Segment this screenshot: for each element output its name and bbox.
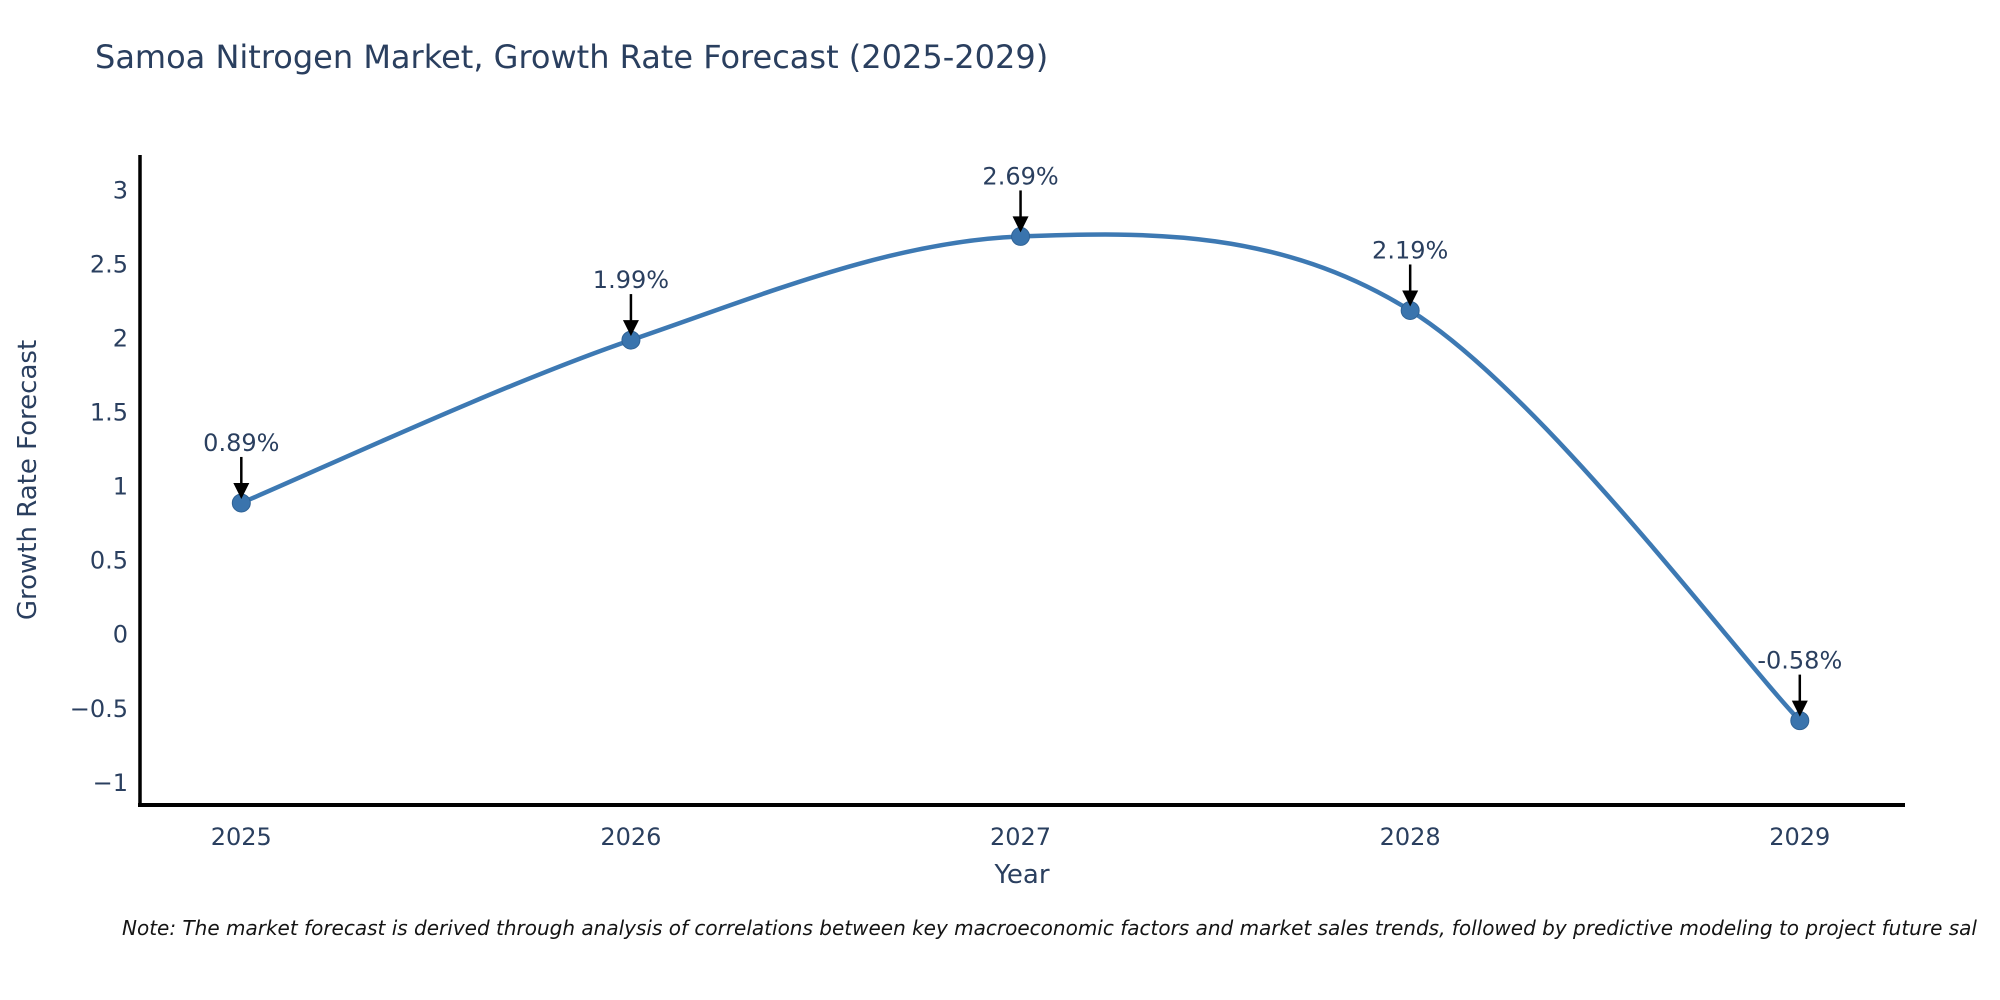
footnote: Note: The market forecast is derived thr…: [122, 916, 1977, 940]
y-axis-tick-label: 3: [113, 177, 128, 205]
x-axis-tick-label: 2025: [211, 823, 272, 851]
x-axis-title: Year: [994, 860, 1050, 890]
y-axis-tick-label: −0.5: [70, 695, 128, 723]
data-point-value-label: 2.19%: [1372, 236, 1448, 264]
x-axis-tick-label: 2029: [1769, 823, 1830, 851]
y-axis-tick-label: 1: [113, 473, 128, 501]
x-axis-tick-label: 2026: [600, 823, 661, 851]
y-axis-tick-label: 0: [113, 621, 128, 649]
forecast-line: [240, 232, 1802, 723]
y-axis-tick-label: 2.5: [90, 251, 128, 279]
y-axis-tick-label: 0.5: [90, 547, 128, 575]
annotation-arrowhead-icon: [622, 320, 639, 337]
data-point-value-label: 0.89%: [203, 429, 279, 457]
x-axis-tick-label: 2027: [990, 823, 1051, 851]
annotation-arrowhead-icon: [1402, 290, 1419, 307]
y-axis-tick-label: 2: [113, 325, 128, 353]
chart-title: Samoa Nitrogen Market, Growth Rate Forec…: [95, 38, 1049, 76]
data-point-value-label: 1.99%: [593, 266, 669, 294]
annotation-arrowhead-icon: [233, 482, 250, 499]
data-point-value-label: -0.58%: [1757, 647, 1842, 675]
annotation-arrowhead-icon: [1791, 700, 1808, 717]
data-point-value-label: 2.69%: [982, 162, 1058, 190]
y-axis-tick-label: −1: [93, 769, 128, 797]
y-axis-tick-label: 1.5: [90, 399, 128, 427]
annotation-arrowhead-icon: [1012, 216, 1029, 233]
x-axis-tick-label: 2028: [1380, 823, 1441, 851]
